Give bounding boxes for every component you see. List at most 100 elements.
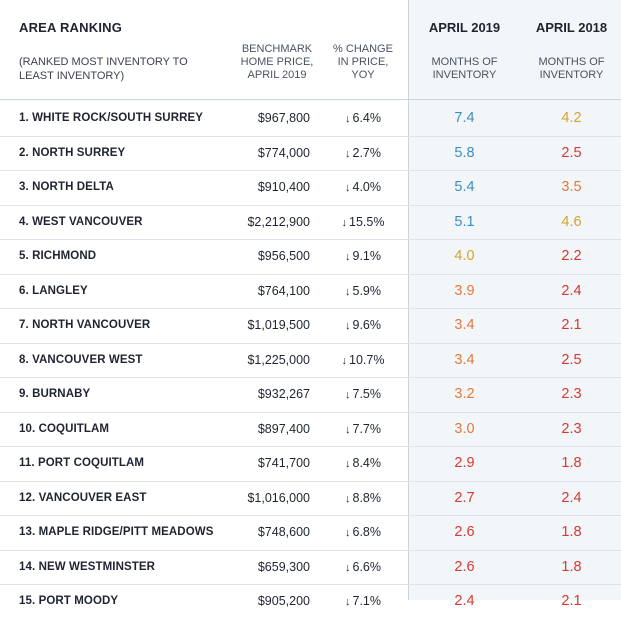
benchmark-price: $1,019,500 xyxy=(247,318,310,332)
area-name: 9. BURNABY xyxy=(19,388,91,400)
price-change-value: 7.5% xyxy=(352,387,382,401)
months-inventory-2018: 2.5 xyxy=(561,144,582,161)
benchmark-price: $748,600 xyxy=(257,525,310,539)
area-name: 8. VANCOUVER WEST xyxy=(19,353,143,366)
price-change: ↓ 8.4% xyxy=(327,447,399,481)
price-change-value: 6.6% xyxy=(352,559,382,574)
months-inventory-2018: 2.3 xyxy=(561,420,582,437)
area-name: 12. VANCOUVER EAST xyxy=(19,491,147,504)
down-arrow-icon: ↓ xyxy=(345,596,351,608)
area-name: 2. NORTH SURREY xyxy=(19,146,126,159)
months-inventory-2019: 2.6 xyxy=(454,524,475,540)
area-name: 13. MAPLE RIDGE/PITT MEADOWS xyxy=(19,526,214,538)
price-change: ↓ 6.6% xyxy=(327,551,399,585)
down-arrow-icon: ↓ xyxy=(345,182,351,194)
price-change-value: 9.6% xyxy=(352,318,382,332)
april-2018-column-background xyxy=(522,0,621,600)
price-change: ↓ 9.6% xyxy=(327,309,399,343)
months-inventory-2018: 3.5 xyxy=(561,179,582,195)
months-of-inventory-2018-header: MONTHS OF INVENTORY xyxy=(538,56,605,81)
months-inventory-2019: 3.0 xyxy=(454,420,475,437)
benchmark-price: $774,000 xyxy=(257,145,310,160)
months-inventory-2018: 2.2 xyxy=(561,248,582,264)
price-change: ↓ 9.1% xyxy=(327,240,399,274)
price-change: ↓ 5.9% xyxy=(327,275,399,309)
down-arrow-icon: ↓ xyxy=(345,492,351,505)
price-change-value: 6.4% xyxy=(352,111,382,125)
table-body: 1. WHITE ROCK/SOUTH SURREY $967,800 ↓ 6.4% 7… xyxy=(0,102,621,619)
months-inventory-2018: 2.3 xyxy=(561,386,582,402)
months-inventory-2019: 2.7 xyxy=(454,489,475,506)
months-inventory-2018: 4.6 xyxy=(561,213,582,230)
price-change: ↓ 2.7% xyxy=(327,137,399,171)
down-arrow-icon: ↓ xyxy=(341,354,348,367)
months-of-inventory-2019-header: MONTHS OF INVENTORY xyxy=(431,56,498,81)
table-row: 5. RICHMOND $956,500 ↓ 9.1% 4.0 2.2 xyxy=(0,240,621,275)
benchmark-price: $2,212,900 xyxy=(247,214,310,229)
down-arrow-icon: ↓ xyxy=(345,147,351,160)
months-inventory-2019: 5.1 xyxy=(454,213,475,230)
table-row: 7. NORTH VANCOUVER $1,019,500 ↓ 9.6% 3.4 2.1 xyxy=(0,309,621,344)
table-row: 15. PORT MOODY $905,200 ↓ 7.1% 2.4 2.1 xyxy=(0,585,621,619)
table-row: 8. VANCOUVER WEST $1,225,000 ↓ 10.7% 3.4 2.5 xyxy=(0,344,621,378)
down-arrow-icon: ↓ xyxy=(345,561,351,574)
months-inventory-2018: 2.4 xyxy=(561,489,582,506)
down-arrow-icon: ↓ xyxy=(345,423,351,436)
price-change-value: 7.7% xyxy=(352,421,382,436)
april-2018-header: APRIL 2018 xyxy=(535,20,608,35)
price-change: ↓ 6.8% xyxy=(327,516,399,550)
price-change: ↓ 15.5% xyxy=(327,206,399,240)
price-change: ↓ 6.4% xyxy=(327,102,399,136)
benchmark-price-header: BENCHMARK HOME PRICE, APRIL 2019 xyxy=(240,43,314,81)
price-change: ↓ 4.0% xyxy=(327,171,399,205)
table-row: 11. PORT COQUITLAM $741,700 ↓ 8.4% 2.9 1.8 xyxy=(0,447,621,482)
area-name: 15. PORT MOODY xyxy=(19,595,119,607)
table-row: 13. MAPLE RIDGE/PITT MEADOWS $748,600 ↓ 6.8… xyxy=(0,516,621,551)
down-arrow-icon: ↓ xyxy=(345,251,351,263)
price-change-value: 4.0% xyxy=(352,180,382,194)
down-arrow-icon: ↓ xyxy=(345,458,351,470)
area-name: 5. RICHMOND xyxy=(19,250,97,262)
months-inventory-2018: 2.4 xyxy=(561,282,582,299)
price-change-value: 15.5% xyxy=(349,214,385,229)
area-name: 6. LANGLEY xyxy=(19,284,88,297)
price-change-value: 10.7% xyxy=(349,352,385,367)
months-inventory-2018: 1.8 xyxy=(561,524,582,540)
months-inventory-2018: 1.8 xyxy=(561,558,582,575)
area-name: 3. NORTH DELTA xyxy=(19,181,114,193)
price-change-value: 2.7% xyxy=(352,145,382,160)
price-change-value: 8.4% xyxy=(352,456,382,470)
table-row: 9. BURNABY $932,267 ↓ 7.5% 3.2 2.3 xyxy=(0,378,621,413)
benchmark-price: $659,300 xyxy=(257,559,310,574)
down-arrow-icon: ↓ xyxy=(345,113,351,125)
price-change-value: 8.8% xyxy=(352,490,382,505)
months-inventory-2018: 2.5 xyxy=(561,351,582,368)
price-change-value: 6.8% xyxy=(352,525,382,539)
benchmark-price: $905,200 xyxy=(257,594,310,608)
price-change-value: 9.1% xyxy=(352,249,382,263)
price-change-value: 7.1% xyxy=(352,594,382,608)
area-name: 10. COQUITLAM xyxy=(19,422,110,435)
down-arrow-icon: ↓ xyxy=(345,389,351,401)
months-inventory-2019: 5.8 xyxy=(454,144,475,161)
area-name: 1. WHITE ROCK/SOUTH SURREY xyxy=(19,112,204,124)
april-2019-header: APRIL 2019 xyxy=(428,20,501,35)
months-inventory-2019: 3.2 xyxy=(454,386,475,402)
benchmark-price: $1,016,000 xyxy=(247,490,310,505)
months-inventory-2018: 1.8 xyxy=(561,455,582,471)
months-inventory-2018: 2.1 xyxy=(561,593,582,609)
table-header: AREA RANKING (RANKED MOST INVENTORY TO L… xyxy=(0,0,621,100)
table-row: 4. WEST VANCOUVER $2,212,900 ↓ 15.5% 5.1 4.6 xyxy=(0,206,621,240)
area-name: 7. NORTH VANCOUVER xyxy=(19,319,151,331)
table-row: 14. NEW WESTMINSTER $659,300 ↓ 6.6% 2.6 1.8 xyxy=(0,551,621,585)
price-change: ↓ 10.7% xyxy=(327,344,399,378)
months-inventory-2019: 3.4 xyxy=(454,351,475,368)
months-inventory-2019: 2.4 xyxy=(454,593,475,609)
months-inventory-2018: 4.2 xyxy=(561,110,582,126)
benchmark-price: $1,225,000 xyxy=(247,352,310,367)
down-arrow-icon: ↓ xyxy=(345,527,351,539)
area-name: 14. NEW WESTMINSTER xyxy=(19,560,156,573)
months-inventory-2019: 7.4 xyxy=(454,110,475,126)
months-inventory-2018: 2.1 xyxy=(561,317,582,333)
